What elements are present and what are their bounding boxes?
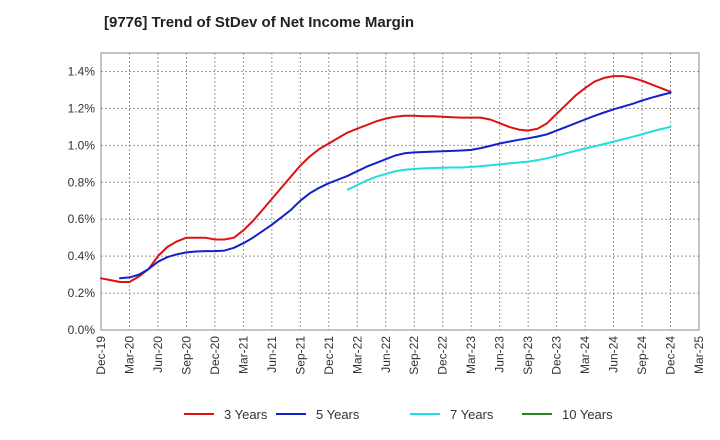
legend-label: 10 Years [562,407,613,422]
y-tick-label: 1.2% [68,101,96,115]
x-tick-label: Mar-23 [464,336,478,374]
series-line-5-years [119,91,672,280]
chart-title: [9776] Trend of StDev of Net Income Marg… [104,14,415,31]
y-tick-label: 0.0% [68,323,96,337]
legend-label: 7 Years [450,407,494,422]
y-tick-label: 1.4% [68,64,96,78]
x-tick-label: Dec-22 [436,336,450,375]
y-tick-label: 1.0% [68,138,96,152]
x-tick-label: Jun-23 [493,336,507,373]
legend-label: 3 Years [224,407,268,422]
x-tick-label: Sep-20 [179,336,193,375]
series-lines [100,75,672,283]
x-tick-label: Dec-23 [550,336,564,375]
legend-label: 5 Years [316,407,360,422]
y-tick-label: 0.6% [68,212,96,226]
axes: 0.0% 0.2% 0.4% 0.6% 0.8% 1.0% 1.2% 1.4% Dec-19 Ma… [68,52,706,375]
grid [101,53,699,330]
plot-border [100,52,700,331]
x-tick-label: Sep-23 [521,336,535,375]
x-tick-label: Sep-22 [407,336,421,375]
x-tick-label: Mar-24 [578,336,592,374]
x-tick-label: Mar-22 [350,336,364,374]
x-tick-label: Dec-21 [322,336,336,375]
x-tick-label: Jun-20 [151,336,165,373]
y-tick-label: 0.8% [68,175,96,189]
y-tick-label: 0.4% [68,249,96,263]
y-tick-label: 0.2% [68,286,96,300]
x-tick-label: Jun-21 [265,336,279,373]
x-tick-label: Mar-25 [692,336,706,374]
series-line-7-years [346,125,672,191]
x-tick-label: Jun-22 [379,336,393,373]
legend: 3 Years 5 Years 7 Years 10 Years [184,407,613,422]
series-line-3-years [100,75,672,283]
x-tick-label: Dec-20 [208,336,222,375]
x-tick-label: Dec-24 [664,336,678,375]
x-tick-label: Jun-24 [607,336,621,373]
x-tick-label: Mar-20 [122,336,136,374]
x-tick-label: Sep-21 [293,336,307,375]
x-tick-label: Sep-24 [635,336,649,375]
x-tick-label: Mar-21 [236,336,250,374]
x-tick-label: Dec-19 [94,336,108,375]
